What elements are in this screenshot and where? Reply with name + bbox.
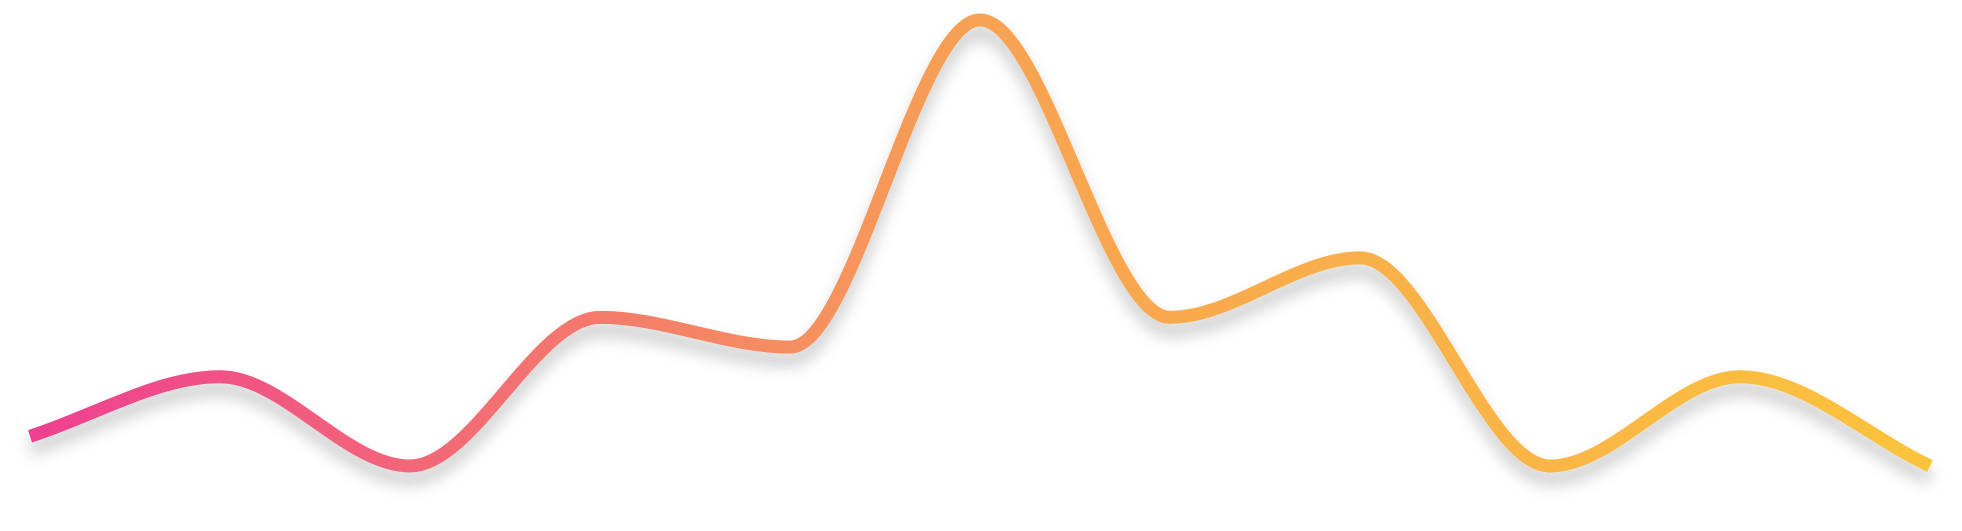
data-point-0-7 — [1354, 252, 1366, 264]
data-point-0-4 — [784, 341, 796, 353]
data-point-0-3 — [594, 311, 606, 323]
data-point-0-0 — [24, 430, 36, 442]
series-line-0 — [28, 13, 1933, 473]
data-point-0-5 — [974, 14, 986, 26]
plot-area — [24, 13, 1936, 473]
data-point-0-10 — [1924, 460, 1936, 472]
data-point-0-6 — [1164, 311, 1176, 323]
data-point-0-9 — [1734, 371, 1746, 383]
data-point-0-8 — [1544, 460, 1556, 472]
data-point-0-1 — [214, 371, 226, 383]
data-point-0-2 — [404, 460, 416, 472]
